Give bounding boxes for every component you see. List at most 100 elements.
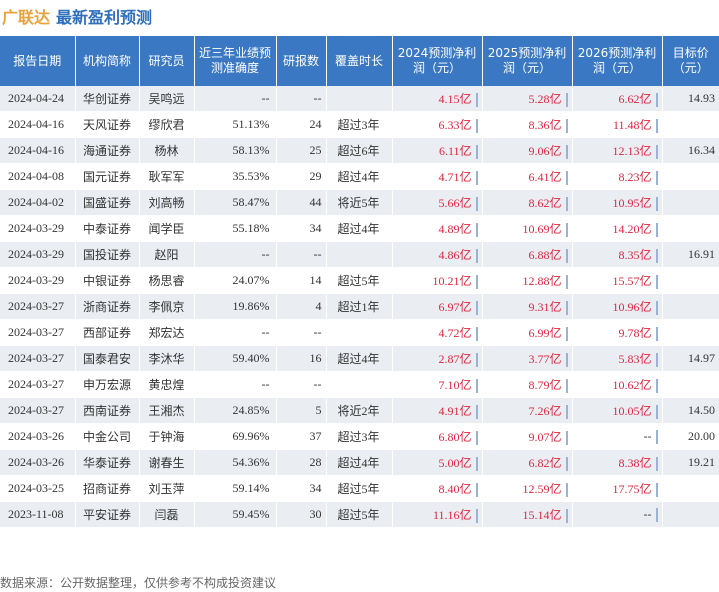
table-row[interactable]: 2024-04-16 天风证券 缪欣君 51.13% 24 超过3年 6.33亿 8.36亿 1…: [0, 111, 719, 138]
profit-2025-cell: 6.88亿: [482, 241, 573, 268]
profit-2026-cell: 8.38亿: [572, 449, 663, 476]
coverage-cell: 超过4年: [326, 345, 393, 372]
profit-2025-cell: 10.69亿: [482, 215, 573, 242]
table-row[interactable]: 2024-04-08 国元证券 耿军军 35.53% 29 超过4年 4.71亿 6.41亿 8…: [0, 163, 719, 190]
col-report-count-header[interactable]: 研报数: [276, 36, 327, 86]
profit-2024-cell: 11.16亿: [392, 501, 483, 528]
report-date-cell: 2023-11-08: [0, 501, 76, 528]
profit-2025-cell: 7.26亿: [482, 397, 573, 424]
table-row[interactable]: 2024-03-29 中泰证券 闻学臣 55.18% 34 超过4年 4.89亿 10.69亿…: [0, 215, 719, 242]
profit-2026-value: 11.48亿: [612, 117, 652, 132]
col-institution-header[interactable]: 机构简称: [75, 36, 140, 86]
report-date-cell: 2024-03-29: [0, 267, 76, 294]
table-row[interactable]: 2024-03-27 西南证券 王湘杰 24.85% 5 将近2年 4.91亿 7.26亿 10…: [0, 397, 719, 424]
profit-2025-cell: 12.88亿: [482, 267, 573, 294]
profit-2024-cell: 5.00亿: [392, 449, 483, 476]
profit-2025-value: 15.14亿: [522, 507, 562, 522]
institution-cell: 海通证券: [75, 137, 140, 164]
col-report-date-header[interactable]: 报告日期: [0, 36, 76, 86]
table-row[interactable]: 2024-03-26 中金公司 于钟海 69.96% 37 超过3年 6.80亿 9.07亿 -…: [0, 423, 719, 450]
profit-2026-cell: --: [572, 501, 663, 528]
table-row[interactable]: 2024-04-16 海通证券 杨林 58.13% 25 超过6年 6.11亿 9.06亿 12…: [0, 137, 719, 164]
profit-2024-cell: 10.21亿: [392, 267, 483, 294]
profit-2025-value: 7.26亿: [528, 403, 562, 418]
report-count-cell: 30: [276, 501, 327, 528]
table-row[interactable]: 2024-03-29 中银证券 杨思睿 24.07% 14 超过5年 10.21亿 12.88…: [0, 267, 719, 294]
report-date-cell: 2024-03-26: [0, 423, 76, 450]
target-price-cell: [662, 163, 719, 190]
profit-2025-cell: 9.06亿: [482, 137, 573, 164]
table-header-row: 报告日期 机构简称 研究员 近三年业绩预测准确度 研报数 覆盖时长 2024预测净利润（元）…: [0, 36, 719, 86]
value-bar: [655, 353, 658, 368]
profit-2026-cell: 8.23亿: [572, 163, 663, 190]
profit-2024-value: 4.71亿: [438, 169, 472, 184]
table-row[interactable]: 2024-03-25 招商证券 刘玉萍 59.14% 34 超过5年 8.40亿 12.59亿…: [0, 475, 719, 502]
analyst-cell: 杨林: [139, 137, 195, 164]
col-accuracy-header[interactable]: 近三年业绩预测准确度: [194, 36, 277, 86]
target-price-cell: [662, 267, 719, 294]
profit-2025-value: 6.99亿: [528, 325, 562, 340]
col-coverage-header[interactable]: 覆盖时长: [326, 36, 393, 86]
value-bar: [475, 119, 478, 134]
value-bar: [475, 275, 478, 290]
table-row[interactable]: 2024-03-27 申万宏源 黄忠煌 -- -- 7.10亿 8.79亿 10.62亿: [0, 371, 719, 398]
value-bar: [565, 483, 568, 498]
coverage-cell: [326, 319, 393, 346]
analyst-cell: 李沐华: [139, 345, 195, 372]
table-row[interactable]: 2024-03-27 西部证券 郑宏达 -- -- 4.72亿 6.99亿 9.78亿: [0, 319, 719, 346]
table-row[interactable]: 2024-03-27 国泰君安 李沐华 59.40% 16 超过4年 2.87亿 3.77亿 5…: [0, 345, 719, 372]
value-bar: [655, 508, 658, 523]
col-target-price-header[interactable]: 目标价（元）: [662, 36, 719, 86]
profit-2025-value: 12.59亿: [522, 481, 562, 496]
report-count-cell: 34: [276, 215, 327, 242]
table-row[interactable]: 2024-03-27 浙商证券 李佩京 19.86% 4 超过1年 6.97亿 9.31亿 10…: [0, 293, 719, 320]
profit-2024-value: 4.86亿: [438, 247, 472, 262]
accuracy-cell: 69.96%: [194, 423, 277, 450]
institution-cell: 华泰证券: [75, 449, 140, 476]
profit-2024-cell: 4.86亿: [392, 241, 483, 268]
accuracy-cell: 59.45%: [194, 501, 277, 528]
accuracy-cell: 24.85%: [194, 397, 277, 424]
value-bar: [655, 171, 658, 186]
value-bar: [565, 431, 568, 446]
table-row[interactable]: 2024-04-24 华创证券 吴鸣远 -- -- 4.15亿 5.28亿 6.62亿 14.9…: [0, 86, 719, 112]
value-bar: [475, 457, 478, 472]
profit-2026-value: 8.23亿: [618, 169, 652, 184]
profit-2026-value: 10.05亿: [612, 403, 652, 418]
col-profit-2026-header[interactable]: 2026预测净利润（元）: [572, 36, 663, 86]
report-count-cell: 16: [276, 345, 327, 372]
profit-2025-cell: 6.99亿: [482, 319, 573, 346]
profit-2026-cell: 11.48亿: [572, 111, 663, 138]
col-profit-2025-header[interactable]: 2025预测净利润（元）: [482, 36, 573, 86]
value-bar: [475, 93, 478, 108]
value-bar: [655, 379, 658, 394]
analyst-cell: 赵阳: [139, 241, 195, 268]
profit-2026-cell: 17.75亿: [572, 475, 663, 502]
profit-2026-cell: 10.95亿: [572, 189, 663, 216]
table-row[interactable]: 2024-04-02 国盛证券 刘高畅 58.47% 44 将近5年 5.66亿 8.62亿 1…: [0, 189, 719, 216]
table-row[interactable]: 2024-03-26 华泰证券 谢春生 54.36% 28 超过4年 5.00亿 6.82亿 8…: [0, 449, 719, 476]
target-price-cell: 14.50: [662, 397, 719, 424]
analyst-cell: 黄忠煌: [139, 371, 195, 398]
profit-2024-cell: 4.71亿: [392, 163, 483, 190]
target-price-cell: 14.97: [662, 345, 719, 372]
col-analyst-header[interactable]: 研究员: [139, 36, 195, 86]
value-bar: [475, 353, 478, 368]
profit-2026-cell: 10.05亿: [572, 397, 663, 424]
data-source-note: 数据来源：公开数据整理，仅供参考不构成投资建议: [0, 576, 277, 590]
col-profit-2024-header[interactable]: 2024预测净利润（元）: [392, 36, 483, 86]
accuracy-cell: 59.14%: [194, 475, 277, 502]
forecast-table: 报告日期 机构简称 研究员 近三年业绩预测准确度 研报数 覆盖时长 2024预测净利润（元）…: [0, 36, 719, 528]
value-bar: [475, 431, 478, 446]
table-row[interactable]: 2024-03-29 国投证券 赵阳 -- -- 4.86亿 6.88亿 8.35亿 16.91: [0, 241, 719, 268]
table-row[interactable]: 2023-11-08 平安证券 闫磊 59.45% 30 超过5年 11.16亿 15.14亿…: [0, 501, 719, 528]
accuracy-cell: 59.40%: [194, 345, 277, 372]
profit-2025-cell: 3.77亿: [482, 345, 573, 372]
profit-2025-cell: 8.62亿: [482, 189, 573, 216]
institution-cell: 招商证券: [75, 475, 140, 502]
analyst-cell: 刘高畅: [139, 189, 195, 216]
profit-2024-cell: 6.80亿: [392, 423, 483, 450]
report-count-cell: 28: [276, 449, 327, 476]
target-price-cell: 14.93: [662, 86, 719, 112]
value-bar: [565, 275, 568, 290]
